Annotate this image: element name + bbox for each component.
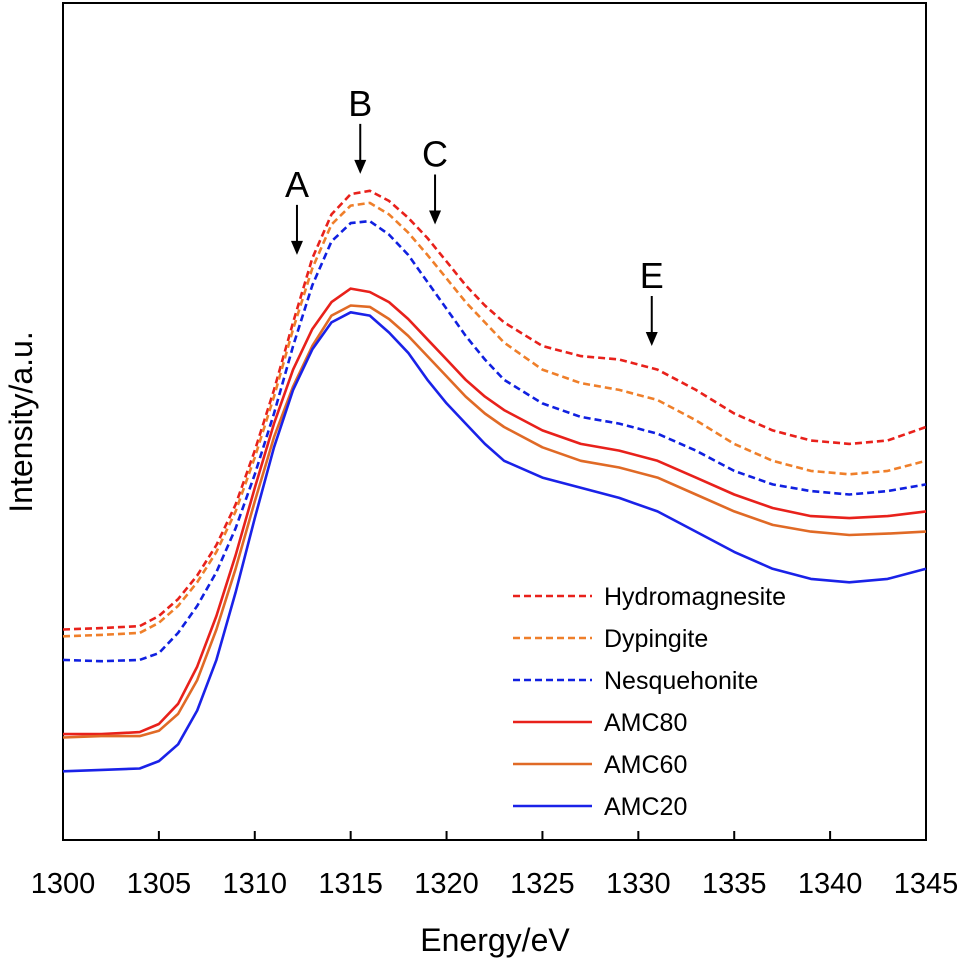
legend-label-hydromagnesite: Hydromagnesite — [604, 583, 786, 611]
x-axis-title: Energy/eV — [420, 922, 570, 958]
x-tick-label-1330: 1330 — [606, 868, 671, 900]
x-tick-label-1315: 1315 — [318, 868, 383, 900]
series-line-nesquehonite — [62, 219, 927, 663]
annotation-label-a: A — [285, 164, 309, 205]
x-axis-ticks — [62, 831, 927, 840]
x-tick-label-1320: 1320 — [414, 868, 479, 900]
x-tick-label-1300: 1300 — [31, 868, 96, 900]
series-line-amc60 — [62, 304, 927, 739]
series-line-hydromagnesite — [62, 189, 927, 631]
legend-label-amc80: AMC80 — [604, 709, 687, 737]
plot-frame — [62, 2, 927, 841]
x-tick-label-1335: 1335 — [702, 868, 767, 900]
annotation-label-b: B — [348, 83, 372, 124]
legend-label-nesquehonite: Nesquehonite — [604, 667, 758, 695]
x-axis-tick-labels: 1300 1305 1310 1315 1320 1325 1330 1335 1340 1345 — [31, 868, 959, 900]
annotation-arrow-head-a — [290, 240, 303, 255]
x-tick-label-1310: 1310 — [223, 868, 288, 900]
annotation-arrow-head-e — [645, 332, 658, 346]
series-line-dypingite — [62, 201, 927, 638]
legend-label-amc20: AMC20 — [604, 793, 687, 821]
y-axis-title: Intensity/a.u. — [3, 331, 39, 512]
x-tick-label-1305: 1305 — [127, 868, 192, 900]
x-tick-label-1325: 1325 — [510, 868, 575, 900]
annotation-label-e: E — [640, 255, 664, 296]
annotations: AB C E — [285, 83, 664, 346]
legend-label-amc60: AMC60 — [604, 751, 687, 779]
legend-label-dypingite: Dypingite — [604, 625, 708, 653]
x-tick-label-1340: 1340 — [798, 868, 863, 900]
plot-area — [62, 2, 927, 841]
x-tick-label-1345: 1345 — [894, 868, 959, 900]
series-line-amc20 — [62, 310, 927, 773]
series-lines — [62, 189, 927, 773]
annotation-label-c: C — [422, 134, 448, 175]
legend: Hydromagnesite Dypingite Nesquehonite AMC80… — [513, 583, 786, 821]
annotation-arrow-head-b — [354, 159, 367, 174]
annotation-arrow-head-c — [429, 210, 442, 225]
series-line-amc80 — [63, 287, 927, 736]
